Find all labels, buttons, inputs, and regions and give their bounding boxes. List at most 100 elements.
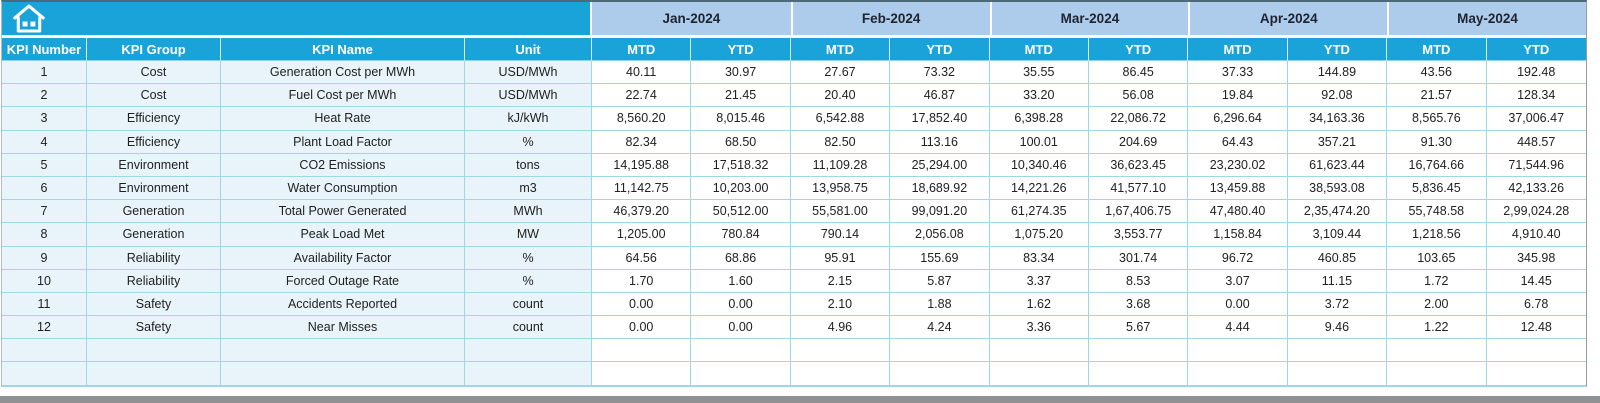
kpi-group-cell[interactable]: Generation	[87, 223, 221, 247]
value-cell[interactable]: 2.15	[790, 269, 891, 293]
kpi-number-cell[interactable]: 10	[2, 269, 87, 293]
value-cell[interactable]: 34,163.36	[1287, 107, 1388, 131]
empty-cell[interactable]	[1486, 362, 1586, 386]
empty-cell[interactable]	[1188, 362, 1288, 386]
month-header[interactable]: Feb-2024	[790, 2, 990, 35]
value-cell[interactable]: 301.74	[1088, 246, 1189, 270]
value-cell[interactable]: 11,109.28	[790, 153, 891, 177]
empty-cell[interactable]	[2, 339, 87, 363]
subheader-mtd[interactable]: MTD	[592, 38, 692, 61]
value-cell[interactable]: 1.72	[1387, 269, 1487, 293]
value-cell[interactable]: 55,581.00	[790, 200, 891, 224]
value-cell[interactable]: 13,958.75	[790, 176, 891, 201]
kpi-group-cell[interactable]: Environment	[87, 153, 221, 177]
value-cell[interactable]: 2,99,024.28	[1486, 200, 1586, 224]
value-cell[interactable]: 3.72	[1287, 292, 1388, 317]
value-cell[interactable]: 1.60	[691, 269, 791, 293]
unit-cell[interactable]: kJ/kWh	[465, 107, 592, 131]
empty-cell[interactable]	[87, 362, 221, 386]
value-cell[interactable]: 71,544.96	[1486, 153, 1586, 177]
value-cell[interactable]: 103.65	[1387, 246, 1487, 270]
value-cell[interactable]: 3.07	[1188, 269, 1288, 293]
value-cell[interactable]: 5.67	[1088, 316, 1189, 340]
value-cell[interactable]: 11,142.75	[592, 176, 692, 201]
subheader-ytd[interactable]: YTD	[1486, 38, 1586, 61]
value-cell[interactable]: 12.48	[1486, 316, 1586, 340]
value-cell[interactable]: 1,67,406.75	[1088, 200, 1189, 224]
kpi-name-cell[interactable]: Generation Cost per MWh	[221, 61, 465, 85]
value-cell[interactable]: 23,230.02	[1188, 153, 1288, 177]
empty-cell[interactable]	[790, 362, 891, 386]
value-cell[interactable]: 40.11	[592, 61, 692, 85]
value-cell[interactable]: 2,35,474.20	[1287, 200, 1388, 224]
value-cell[interactable]: 17,518.32	[691, 153, 791, 177]
value-cell[interactable]: 3,109.44	[1287, 223, 1388, 247]
value-cell[interactable]: 82.34	[592, 130, 692, 154]
unit-cell[interactable]: %	[465, 130, 592, 154]
kpi-number-cell[interactable]: 1	[2, 61, 87, 85]
unit-cell[interactable]: count	[465, 316, 592, 340]
kpi-group-cell[interactable]: Reliability	[87, 246, 221, 270]
subheader-ytd[interactable]: YTD	[691, 38, 791, 61]
empty-cell[interactable]	[592, 362, 692, 386]
value-cell[interactable]: 35.55	[989, 61, 1089, 85]
value-cell[interactable]: 460.85	[1287, 246, 1388, 270]
kpi-group-cell[interactable]: Efficiency	[87, 107, 221, 131]
subheader-mtd[interactable]: MTD	[1387, 38, 1487, 61]
subheader-mtd[interactable]: MTD	[989, 38, 1089, 61]
month-header[interactable]: Apr-2024	[1188, 2, 1388, 35]
subheader-mtd[interactable]: MTD	[1188, 38, 1288, 61]
value-cell[interactable]: 0.00	[592, 292, 692, 317]
value-cell[interactable]: 1.62	[989, 292, 1089, 317]
kpi-name-cell[interactable]: Accidents Reported	[221, 292, 465, 317]
value-cell[interactable]: 155.69	[890, 246, 990, 270]
home-button[interactable]	[11, 4, 47, 33]
value-cell[interactable]: 780.84	[691, 223, 791, 247]
unit-cell[interactable]: tons	[465, 153, 592, 177]
value-cell[interactable]: 13,459.88	[1188, 176, 1288, 201]
value-cell[interactable]: 27.67	[790, 61, 891, 85]
value-cell[interactable]: 42,133.26	[1486, 176, 1586, 201]
value-cell[interactable]: 83.34	[989, 246, 1089, 270]
empty-cell[interactable]	[1188, 339, 1288, 363]
kpi-number-cell[interactable]: 8	[2, 223, 87, 247]
empty-cell[interactable]	[1088, 339, 1189, 363]
unit-cell[interactable]: USD/MWh	[465, 61, 592, 85]
kpi-name-cell[interactable]: Heat Rate	[221, 107, 465, 131]
value-cell[interactable]: 30.97	[691, 61, 791, 85]
value-cell[interactable]: 21.57	[1387, 84, 1487, 108]
kpi-group-cell[interactable]: Safety	[87, 292, 221, 317]
empty-cell[interactable]	[1287, 339, 1388, 363]
value-cell[interactable]: 96.72	[1188, 246, 1288, 270]
kpi-group-cell[interactable]: Safety	[87, 316, 221, 340]
kpi-group-cell[interactable]: Reliability	[87, 269, 221, 293]
empty-cell[interactable]	[2, 362, 87, 386]
kpi-number-cell[interactable]: 12	[2, 316, 87, 340]
kpi-group-cell[interactable]: Generation	[87, 200, 221, 224]
unit-cell[interactable]: count	[465, 292, 592, 317]
subheader-ytd[interactable]: YTD	[1088, 38, 1189, 61]
kpi-name-cell[interactable]: Plant Load Factor	[221, 130, 465, 154]
value-cell[interactable]: 10,340.46	[989, 153, 1089, 177]
value-cell[interactable]: 4.24	[890, 316, 990, 340]
value-cell[interactable]: 61,274.35	[989, 200, 1089, 224]
value-cell[interactable]: 91.30	[1387, 130, 1487, 154]
kpi-name-cell[interactable]: Total Power Generated	[221, 200, 465, 224]
kpi-name-cell[interactable]: Water Consumption	[221, 176, 465, 201]
value-cell[interactable]: 4.96	[790, 316, 891, 340]
value-cell[interactable]: 82.50	[790, 130, 891, 154]
value-cell[interactable]: 8,015.46	[691, 107, 791, 131]
unit-cell[interactable]: %	[465, 246, 592, 270]
value-cell[interactable]: 68.50	[691, 130, 791, 154]
kpi-number-cell[interactable]: 6	[2, 176, 87, 201]
kpi-name-cell[interactable]: CO2 Emissions	[221, 153, 465, 177]
value-cell[interactable]: 345.98	[1486, 246, 1586, 270]
kpi-name-cell[interactable]: Forced Outage Rate	[221, 269, 465, 293]
value-cell[interactable]: 100.01	[989, 130, 1089, 154]
value-cell[interactable]: 19.84	[1188, 84, 1288, 108]
value-cell[interactable]: 4.44	[1188, 316, 1288, 340]
value-cell[interactable]: 1.88	[890, 292, 990, 317]
value-cell[interactable]: 144.89	[1287, 61, 1388, 85]
empty-cell[interactable]	[87, 339, 221, 363]
kpi-name-cell[interactable]: Near Misses	[221, 316, 465, 340]
